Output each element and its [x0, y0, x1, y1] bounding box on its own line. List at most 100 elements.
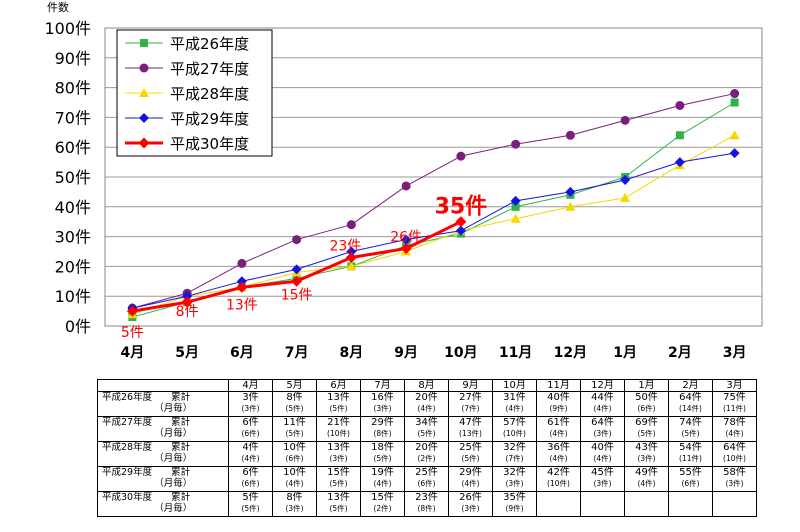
cumulative-count: 6件: [242, 467, 259, 478]
table-header-cell: 5月: [272, 379, 317, 392]
cumulative-count: 45件: [591, 467, 614, 478]
monthly-count: (10件): [327, 429, 350, 438]
monthly-count: (4件): [417, 404, 436, 413]
table-row: 平成29年度 累計 （月毎） 6件 (6件) 10件 (4件) 15件 (5件) 19件 (4件…: [97, 466, 757, 492]
table-cell: [668, 491, 713, 517]
monthly-count: (7件): [505, 454, 524, 463]
table-cell: 49件 (4件): [624, 466, 669, 492]
cumulative-count: 40件: [591, 442, 614, 453]
table-cell: 32件 (7件): [492, 441, 537, 467]
monthly-count: (11件): [679, 454, 702, 463]
table-cell: 43件 (3件): [624, 441, 669, 467]
data-point: [565, 186, 576, 197]
table-corner-cell: [97, 379, 229, 392]
table-cell: 29件 (4件): [448, 466, 493, 492]
table-cell: 69件 (5件): [624, 416, 669, 442]
cumulative-count: 20件: [415, 392, 438, 403]
table-cell: 42件 (10件): [536, 466, 581, 492]
cumulative-count: 21件: [327, 417, 350, 428]
y-tick-labels: 0件 10件 20件 30件 40件 50件 60件 70件 80件 90件 100件: [44, 19, 91, 336]
cumulative-count: 15件: [327, 467, 350, 478]
table-cell: 31件 (4件): [492, 391, 537, 417]
table-row: 平成28年度 累計 （月毎） 4件 (4件) 10件 (6件) 13件 (3件) 18件 (5件…: [97, 441, 757, 467]
monthly-count: (4件): [593, 454, 612, 463]
y-axis-title: 件数: [47, 1, 69, 14]
monthly-count: (4件): [505, 404, 524, 413]
y-tick-label: 40件: [55, 198, 91, 217]
table-cell: 11件 (5件): [272, 416, 317, 442]
monthly-count: (6件): [241, 479, 260, 488]
table-cell: [536, 491, 581, 517]
table-cell: [624, 491, 669, 517]
table-cell: 29件 (8件): [360, 416, 405, 442]
x-tick-label: 11月: [499, 345, 532, 361]
data-point: [237, 258, 247, 268]
monthly-count: (5件): [329, 479, 348, 488]
cumulative-count: 32件: [503, 442, 526, 453]
cumulative-count: 8件: [286, 392, 303, 403]
x-tick-label: 4月: [121, 345, 145, 361]
cumulative-count: 10件: [283, 442, 306, 453]
data-point: [730, 89, 740, 99]
data-point: [236, 276, 247, 287]
monthly-count: (5件): [417, 429, 436, 438]
legend-marker: [139, 88, 149, 97]
y-tick-label: 90件: [55, 49, 91, 68]
table-cell: 55件 (6件): [668, 466, 713, 492]
monthly-count: (3件): [329, 454, 348, 463]
cumulative-count: 31件: [503, 392, 526, 403]
monthly-count: (3件): [725, 479, 744, 488]
data-table: 4月 5月 6月 7月 8月 9月 10月 11月 12月 1月 2月 3月 平成26年度 累計 （月…: [97, 379, 757, 517]
data-point: [511, 139, 521, 149]
x-tick-label: 6月: [230, 345, 254, 361]
monthly-count: (5件): [681, 429, 700, 438]
cumulative-count: 25件: [459, 442, 482, 453]
cumulative-count: 34件: [415, 417, 438, 428]
data-point: [730, 98, 739, 107]
x-tick-label: 2月: [668, 345, 692, 361]
table-cell: 18件 (5件): [360, 441, 405, 467]
data-label: 35件: [435, 195, 488, 220]
cumulative-count: 61件: [547, 417, 570, 428]
cumulative-count: 64件: [723, 442, 746, 453]
data-point: [675, 131, 684, 140]
table-cell: 45件 (3件): [580, 466, 625, 492]
table-cell: 57件 (10件): [492, 416, 537, 442]
table-cell: 6件 (6件): [228, 416, 273, 442]
data-point: [675, 100, 685, 110]
data-label: 8件: [176, 304, 199, 320]
table-cell: 47件 (13件): [448, 416, 493, 442]
cumulative-count: 13件: [327, 442, 350, 453]
plot-area-frame: [104, 27, 763, 327]
x-tick-label: 8月: [340, 345, 364, 361]
cumulative-count: 40件: [547, 392, 570, 403]
table-cell: 64件 (14件): [668, 391, 713, 417]
data-point: [511, 202, 520, 211]
table-cell: 20件 (2件): [404, 441, 449, 467]
table-cell: 15件 (5件): [316, 466, 361, 492]
data-point: [455, 225, 466, 236]
monthly-count: (10件): [503, 429, 526, 438]
cumulative-count: 13件: [327, 492, 350, 503]
cumulative-count: 64件: [679, 392, 702, 403]
cumulative-count: 11件: [283, 417, 306, 428]
cumulative-count: 55件: [679, 467, 702, 478]
cumulative-count: 58件: [723, 467, 746, 478]
monthly-count: (4件): [593, 404, 612, 413]
monthly-count: (5件): [285, 404, 304, 413]
cumulative-count: 23件: [415, 492, 438, 503]
table-header-cell: 2月: [668, 379, 713, 392]
table-cell: 10件 (6件): [272, 441, 317, 467]
table-cell: 3件 (3件): [228, 391, 273, 417]
table-row: 平成26年度 累計 （月毎） 3件 (3件) 8件 (5件) 13件 (5件) 16件 (3件)…: [97, 391, 757, 417]
data-label: 26件: [390, 230, 422, 246]
series-line: [132, 93, 735, 309]
cumulative-line-chart: 件数 0件 10件 20件 30件 40件 50件 60件 70件 80件 90件 100件 4月 5…: [44, 1, 763, 361]
cumulative-count: 64件: [591, 417, 614, 428]
y-tick-label: 0件: [65, 317, 91, 336]
monthly-count: (5件): [637, 429, 656, 438]
cumulative-count: 16件: [371, 392, 394, 403]
monthly-count: (4件): [549, 429, 568, 438]
table-header-cell: 8月: [404, 379, 449, 392]
monthly-count: (14件): [679, 404, 702, 413]
